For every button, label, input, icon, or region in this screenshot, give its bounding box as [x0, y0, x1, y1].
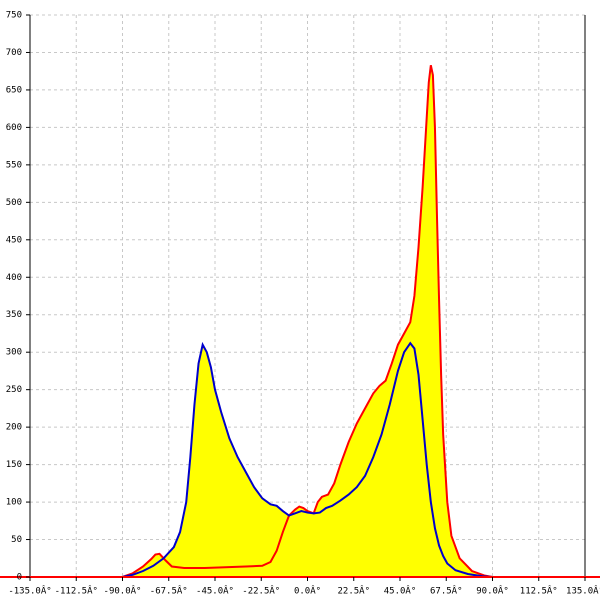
y-tick-label: 250 — [6, 385, 22, 395]
x-tick-label: 67.5Â° — [430, 585, 463, 597]
y-tick-label: 50 — [11, 535, 22, 545]
x-tick-label: 45.0Â° — [384, 585, 417, 597]
y-tick-label: 750 — [6, 11, 22, 21]
y-tick-label: 650 — [6, 85, 22, 95]
line — [122, 64, 493, 578]
x-tick-label: 90.0Â° — [476, 585, 509, 597]
y-tick-label: 450 — [6, 235, 22, 245]
line — [122, 341, 493, 578]
y-tick-label: 200 — [6, 423, 22, 433]
x-tick-label: 0.0Â° — [294, 585, 321, 597]
y-tick-label: 100 — [6, 498, 22, 508]
y-tick-label: 150 — [6, 460, 22, 470]
x-tick-label: 112.5Â° — [520, 585, 558, 597]
x-tick-label: -90.0Â° — [104, 585, 142, 597]
area — [122, 343, 493, 577]
x-tick-label: -67.5Â° — [150, 585, 188, 597]
y-tick-label: 550 — [6, 160, 22, 170]
y-tick-label: 300 — [6, 348, 22, 358]
x-tick-label: -112.5Â° — [55, 585, 98, 597]
y-tick-label: 350 — [6, 310, 22, 320]
y-tick-label: 700 — [6, 48, 22, 58]
x-tick-label: 22.5Â° — [337, 585, 370, 597]
y-tick-label: 0 — [17, 573, 22, 583]
x-tick-label: -22.5Â° — [242, 585, 280, 597]
y-tick-label: 500 — [6, 198, 22, 208]
x-tick-label: -135.0Â° — [8, 585, 51, 597]
y-tick-label: 400 — [6, 273, 22, 283]
y-tick-label: 600 — [6, 123, 22, 133]
x-tick-label: 135.0Â° — [566, 585, 600, 597]
x-tick-label: -45.0Â° — [196, 585, 234, 597]
